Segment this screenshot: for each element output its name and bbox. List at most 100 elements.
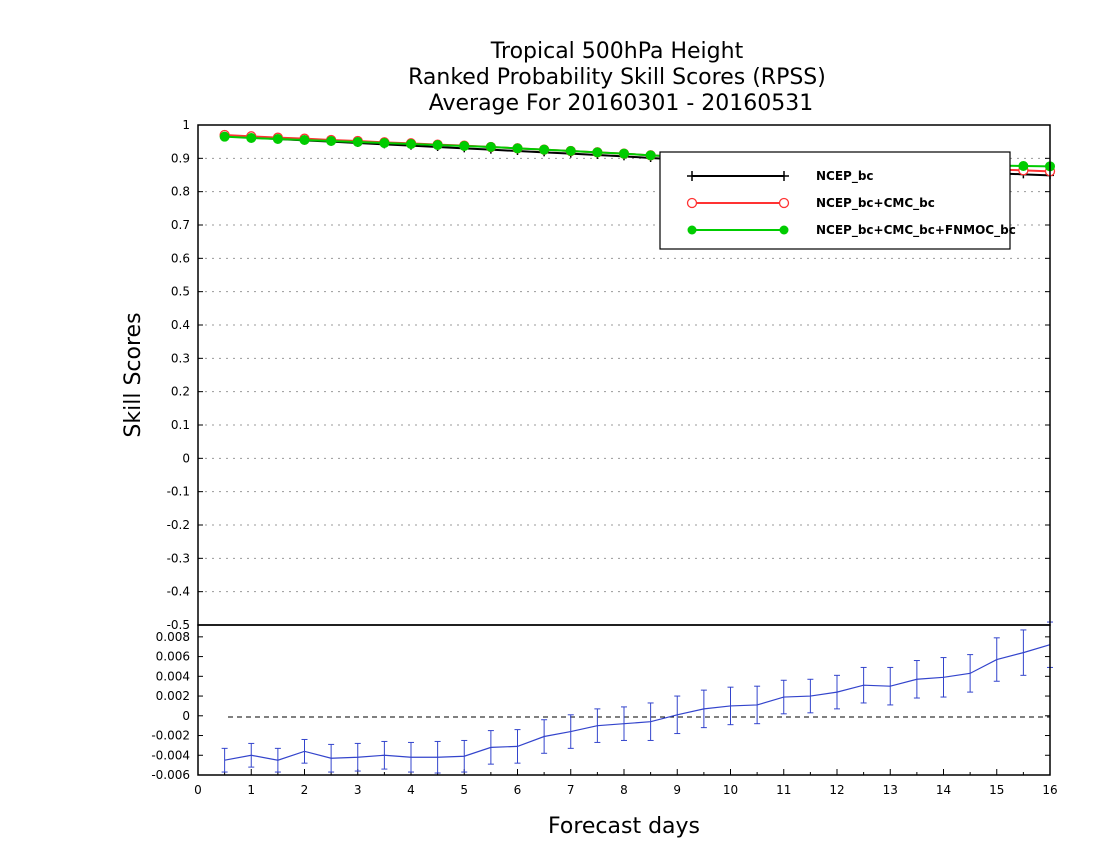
y-tick-label: 0.9 [171,151,190,165]
y-tick-label: 1 [182,118,190,132]
error-bar [647,702,654,741]
data-point [379,138,390,148]
error-bar [408,741,414,773]
data-point [406,139,416,149]
error-bar [248,742,255,768]
error-bar [780,679,787,715]
x-tick-label: 4 [407,783,415,797]
x-axis-label: Forecast days [548,814,700,839]
difference-line [224,644,1051,761]
error-bar [674,695,681,735]
legend-label: NCEP_bc+CMC_bc+FNMOC_bc [816,223,1016,238]
y-tick-label: 0.6 [171,251,190,265]
error-bar [354,742,361,772]
y-tick-label: -0.1 [167,485,190,499]
error-bar [754,685,761,725]
y-tick-label: -0.002 [151,729,190,743]
error-bar [913,660,920,699]
y-tick-label: 0.7 [171,218,190,232]
error-bar [621,706,627,741]
x-tick-label: 14 [936,783,951,797]
x-tick-label: 10 [723,783,738,797]
x-tick-label: 15 [989,783,1004,797]
legend-box [659,151,1011,250]
y-tick-label: 0.4 [171,318,190,332]
bottom-panel-y-ticks: 0.008 0.006 0.004 0.002 0 -0.002 -0.004 -0.006 [151,630,1050,782]
error-bar [221,747,228,773]
legend-label: NCEP_bc+CMC_bc [816,196,935,211]
data-point [539,144,550,155]
error-bar [301,738,308,764]
y-tick-label: -0.2 [167,518,190,532]
legend-item-2: NCEP_bc+CMC_bc+FNMOC_bc [687,223,1016,238]
x-tick-label: 1 [247,783,255,797]
y-tick-label: 0.002 [156,689,190,703]
error-bar [940,657,947,698]
top-panel-y-ticks: 1 0.9 0.8 0.7 0.6 0.5 0.4 0.3 0.2 0.1 0 -0.1 -0.2 -0.… [167,118,1050,632]
top-panel-grid [198,157,1050,593]
data-point [272,134,283,144]
legend-label: NCEP_bc [816,169,874,184]
x-tick-label: 8 [620,783,628,797]
y-tick-label: 0.004 [156,669,190,683]
error-bar [887,666,894,706]
x-tick-label: 11 [776,783,791,797]
x-tick-label: 16 [1042,783,1057,797]
y-tick-label: 0 [182,451,190,465]
y-tick-label: 0.8 [171,185,190,199]
data-point [512,143,523,154]
x-tick-label: 0 [194,783,202,797]
bottom-panel-x-ticks: 0 1 2 3 4 5 6 7 8 9 10 11 12 13 14 15 16 [194,769,1058,797]
data-point [459,141,470,151]
title-line-3: Average For 20160301 - 20160531 [429,91,814,116]
error-bar [487,730,494,765]
y-tick-label: 0.5 [171,285,190,299]
y-tick-label: 0.1 [171,418,190,432]
error-bar [807,678,814,714]
y-tick-label: -0.004 [151,748,190,762]
x-tick-label: 2 [301,783,309,797]
data-point [352,137,363,147]
error-bar [514,729,521,764]
error-bar [541,719,548,754]
title-line-1: Tropical 500hPa Height [490,39,744,64]
y-tick-label: 0.2 [171,385,190,399]
error-bar [274,747,281,773]
y-tick-label: -0.3 [167,551,190,565]
legend-item-1: NCEP_bc+CMC_bc [686,196,935,211]
y-axis-label: Skill Scores [121,312,146,437]
error-bar [727,686,734,726]
error-bar [461,739,468,773]
legend-marker [778,197,790,209]
data-point [619,148,629,159]
legend-marker [779,225,789,235]
data-point [219,131,230,142]
y-tick-label: 0 [182,709,190,723]
data-point [246,133,257,143]
legend: NCEP_bc NCEP_bc+CMC_bc NCEP_bc+CMC_bc+FNMO… [659,151,1016,250]
error-bar [381,740,388,770]
difference-series [221,621,1053,774]
error-bar [993,637,1000,682]
data-point [432,140,443,150]
legend-item-0: NCEP_bc [687,169,874,184]
data-point [299,135,310,145]
error-bar [328,743,335,773]
data-point [485,142,496,152]
error-bar [594,708,601,743]
legend-marker [687,225,697,235]
data-point [326,136,337,146]
y-tick-label: 0.008 [156,630,190,644]
x-tick-label: 5 [460,783,468,797]
title-line-2: Ranked Probability Skill Scores (RPSS) [408,65,826,90]
bottom-panel-series [221,621,1053,774]
data-point [645,150,656,161]
y-tick-label: -0.4 [167,585,190,599]
bottom-panel-frame [197,624,1051,776]
x-tick-label: 3 [354,783,362,797]
error-bar [1020,629,1027,676]
chart-title: Tropical 500hPa Height Ranked Probabilit… [408,39,826,116]
legend-marker [686,197,698,209]
x-tick-label: 9 [673,783,681,797]
